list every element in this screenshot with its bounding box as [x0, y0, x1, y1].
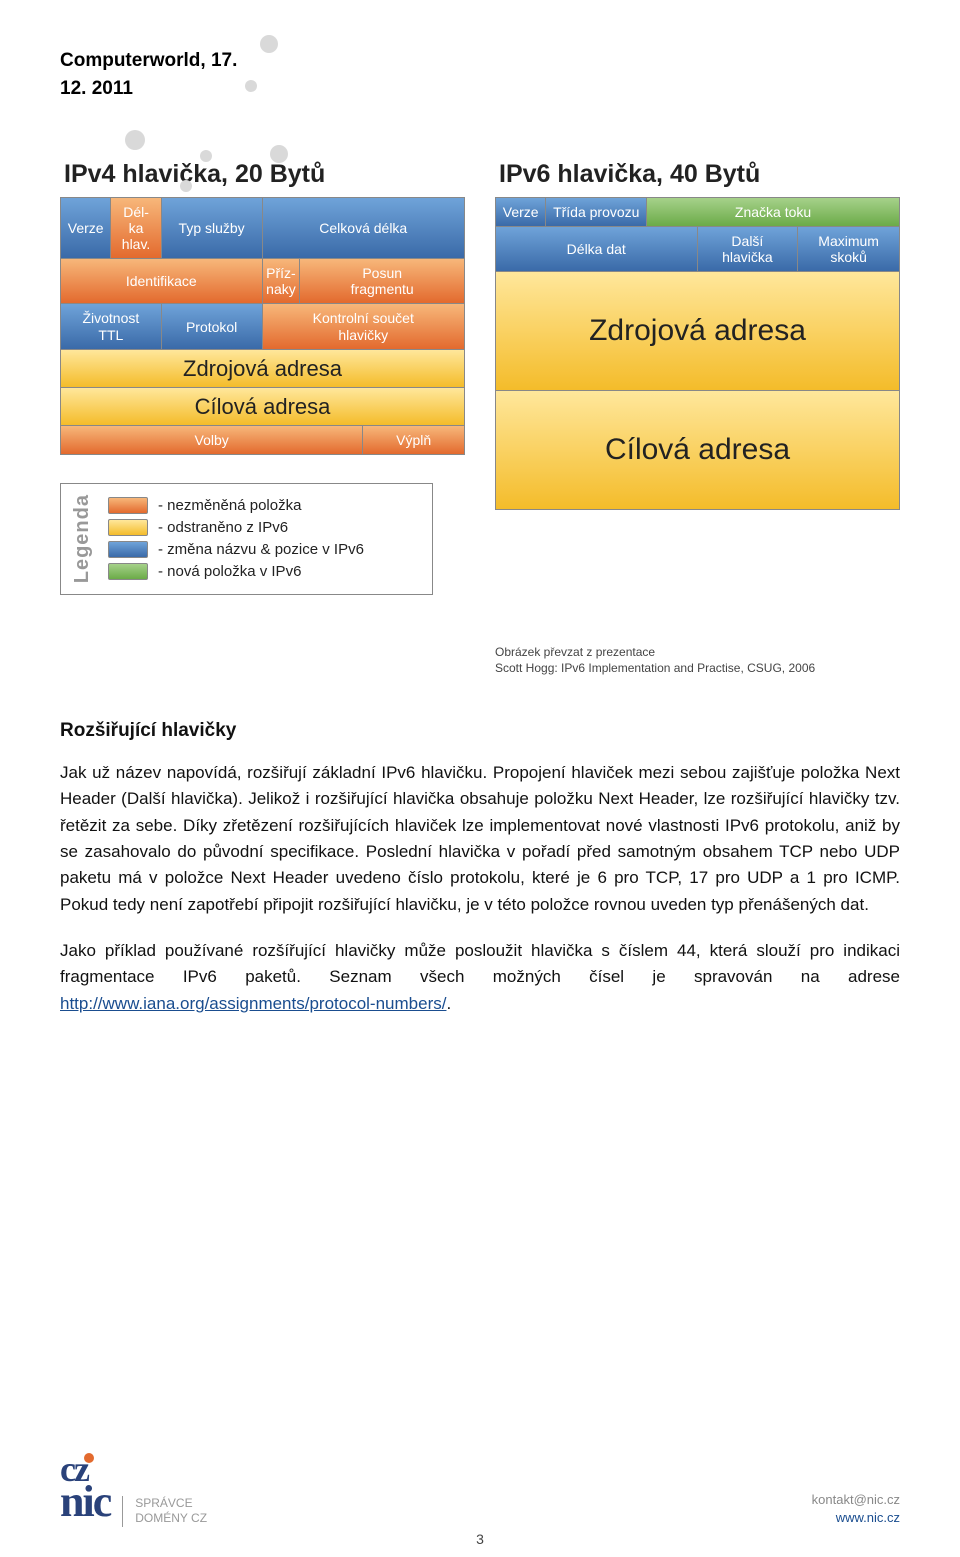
decoration-dot [245, 80, 257, 92]
legend-text: - změna názvu & pozice v IPv6 [158, 541, 364, 558]
header-field: Třída provozu [546, 198, 647, 226]
header-field: Značka toku [647, 198, 899, 226]
legend-item: - nezměněná položka [108, 497, 364, 514]
header-field: Typ služby [162, 198, 263, 258]
header-field: Příz-naky [263, 259, 301, 303]
ipv4-column: IPv4 hlavička, 20 Bytů VerzeDél-kahlav.T… [60, 160, 465, 595]
header-field: Výplň [363, 426, 464, 454]
ipv6-title: IPv6 hlavička, 40 Bytů [495, 160, 900, 189]
header-field: Dalšíhlavička [698, 227, 799, 271]
section-heading: Rozšiřující hlavičky [60, 716, 900, 745]
paragraph: Jako příklad používané rozšířující hlavi… [60, 938, 900, 1017]
footer-www-link[interactable]: www.nic.cz [836, 1510, 900, 1525]
header-field: Cílová adresa [61, 388, 464, 425]
legend-text: - nová položka v IPv6 [158, 563, 301, 580]
legend-item: - změna názvu & pozice v IPv6 [108, 541, 364, 558]
header-field: Protokol [162, 304, 263, 348]
decoration-dot [270, 145, 288, 163]
legend-item: - nová položka v IPv6 [108, 563, 364, 580]
decoration-dot [200, 150, 212, 162]
header-field: Zdrojová adresa [496, 272, 899, 390]
header-field: Identifikace [61, 259, 263, 303]
footer-contact: kontakt@nic.cz www.nic.cz [812, 1491, 900, 1527]
page-title: Computerworld, 17. [60, 50, 900, 72]
decoration-dot [180, 180, 192, 192]
legend-box: Legenda - nezměněná položka - odstraněno … [60, 483, 433, 594]
legend-text: - nezměněná položka [158, 497, 301, 514]
article-body: Rozšiřující hlavičky Jak už název napoví… [60, 716, 900, 1017]
iana-link[interactable]: http://www.iana.org/assignments/protocol… [60, 994, 446, 1013]
header-field: Kontrolní součethlavičky [263, 304, 465, 348]
paragraph: Jak už název napovídá, rozšiřují základn… [60, 760, 900, 918]
page-footer: cz nic SPRÁVCEDOMÉNY CZ kontakt@nic.cz w… [60, 1448, 900, 1527]
header-field: Celková délka [263, 198, 465, 258]
decoration-dot [125, 130, 145, 150]
legend-swatch [108, 541, 148, 558]
legend-item: - odstraněno z IPv6 [108, 519, 364, 536]
legend-swatch [108, 563, 148, 580]
decoration-dot [260, 35, 278, 53]
ipv6-header-grid: VerzeTřída provozuZnačka tokuDélka datDa… [495, 197, 900, 510]
legend-label: Legenda [71, 494, 94, 583]
legend-text: - odstraněno z IPv6 [158, 519, 288, 536]
logo-subtitle: SPRÁVCEDOMÉNY CZ [122, 1496, 207, 1527]
ipv4-header-grid: VerzeDél-kahlav.Typ službyCelková délkaI… [60, 197, 465, 455]
header-field: Verze [496, 198, 546, 226]
ipv4-title: IPv4 hlavička, 20 Bytů [60, 160, 465, 189]
image-caption: Obrázek převzat z prezentace Scott Hogg:… [495, 645, 900, 676]
header-field: Dél-kahlav. [111, 198, 161, 258]
header-field: Maximumskoků [798, 227, 899, 271]
legend-swatch [108, 497, 148, 514]
header-field: Posunfragmentu [300, 259, 464, 303]
page-number: 3 [476, 1531, 484, 1547]
header-field: Zdrojová adresa [61, 350, 464, 387]
header-field: Volby [61, 426, 363, 454]
cznic-logo: cz nic [60, 1448, 110, 1527]
ipv6-column: IPv6 hlavička, 40 Bytů VerzeTřída provoz… [495, 160, 900, 676]
header-field: ŽivotnostTTL [61, 304, 162, 348]
header-field: Délka dat [496, 227, 698, 271]
header-field: Verze [61, 198, 111, 258]
header-field: Cílová adresa [496, 391, 899, 509]
page-date: 12. 2011 [60, 78, 900, 100]
legend-swatch [108, 519, 148, 536]
